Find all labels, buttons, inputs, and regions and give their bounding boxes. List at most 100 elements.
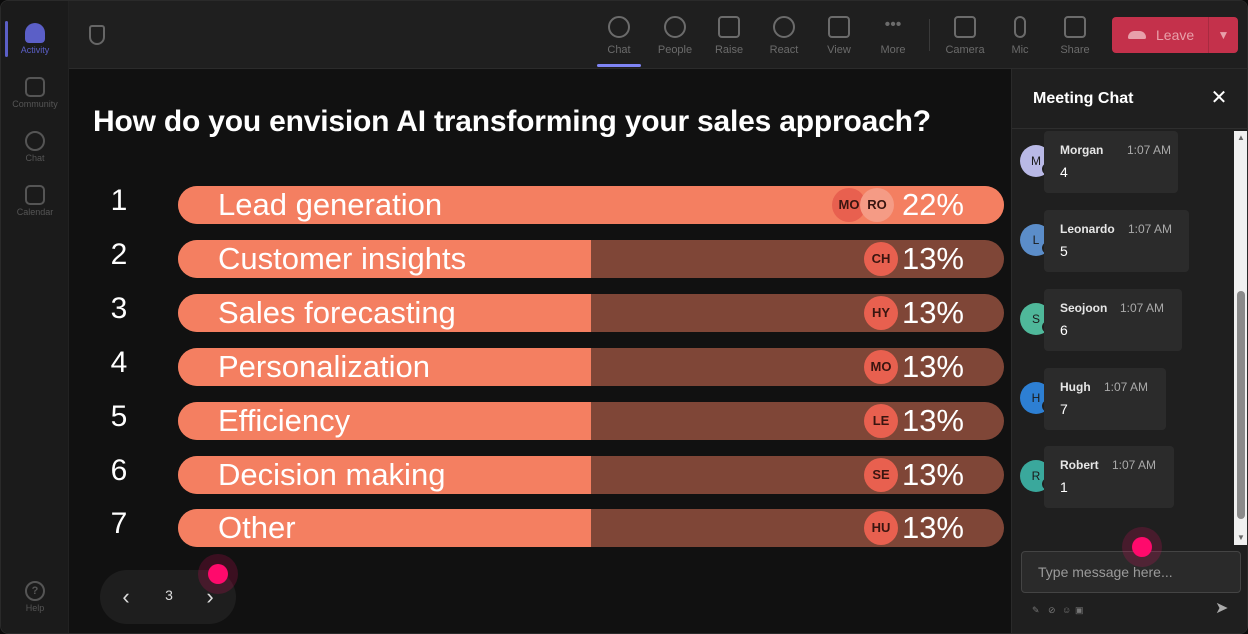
voter-avatar: HU bbox=[864, 511, 898, 545]
more-button-label: More bbox=[880, 44, 906, 56]
view-button[interactable]: View bbox=[813, 9, 865, 63]
poll-option-label: Efficiency bbox=[218, 403, 351, 438]
rail-label: Activity bbox=[20, 45, 50, 55]
meeting-chat-panel: Meeting Chat ✕ M Morgan 1:07 AM 4 L Leonardo 1… bbox=[1011, 69, 1247, 633]
message-bubble: Morgan 1:07 AM 4 bbox=[1044, 131, 1178, 193]
voter-avatar: HY bbox=[864, 296, 898, 330]
poll-option-percent: 13% bbox=[901, 457, 964, 492]
close-icon[interactable]: ✕ bbox=[1210, 87, 1228, 109]
calendar-icon bbox=[25, 185, 45, 205]
rail-item-help[interactable]: ? Help bbox=[5, 573, 65, 621]
poll-option-label: Decision making bbox=[218, 457, 446, 492]
poll-option-bar[interactable]: Other HU 13% bbox=[178, 509, 1004, 547]
mic-button[interactable]: Mic bbox=[994, 9, 1046, 63]
shield-icon[interactable] bbox=[89, 25, 105, 45]
share-screen-icon bbox=[1064, 16, 1086, 38]
help-icon: ? bbox=[25, 581, 45, 601]
message-composer[interactable] bbox=[1021, 551, 1241, 593]
message-text: 4 bbox=[1060, 164, 1068, 180]
chat-header: Meeting Chat ✕ bbox=[1012, 69, 1247, 129]
poll-option-bar[interactable]: Efficiency LE 13% bbox=[178, 402, 1004, 440]
chat-bubble-icon bbox=[608, 16, 630, 38]
message-timestamp: 1:07 AM bbox=[1104, 380, 1149, 394]
message-text: 1 bbox=[1060, 479, 1068, 495]
message-text: 7 bbox=[1060, 401, 1068, 417]
emoji-icon[interactable]: ☺ bbox=[1062, 605, 1072, 615]
poll-option-label: Customer insights bbox=[218, 241, 467, 276]
people-button[interactable]: People bbox=[649, 9, 701, 63]
rail-item-calendar[interactable]: Calendar bbox=[5, 177, 65, 225]
more-dots-icon: ••• bbox=[884, 16, 902, 33]
message-sender: Hugh bbox=[1060, 380, 1091, 394]
option-number: 3 bbox=[110, 292, 128, 325]
poll-option-percent: 13% bbox=[901, 349, 964, 384]
pointer-indicator bbox=[208, 564, 228, 584]
poll-question: How do you envision AI transforming your… bbox=[93, 105, 931, 138]
option-number: 6 bbox=[110, 454, 128, 487]
chevron-left-icon[interactable]: ‹ bbox=[122, 584, 130, 609]
rail-label: Chat bbox=[25, 153, 45, 163]
more-button[interactable]: ••• More bbox=[867, 9, 919, 63]
poll-option-percent: 13% bbox=[901, 510, 964, 545]
poll-option-fill bbox=[178, 456, 591, 494]
poll-option-label: Other bbox=[218, 510, 296, 545]
chat-button[interactable]: Chat bbox=[593, 9, 645, 67]
chevron-right-icon[interactable]: › bbox=[206, 584, 214, 609]
react-button-label: React bbox=[769, 44, 799, 56]
message-text: 5 bbox=[1060, 243, 1068, 259]
format-icon[interactable]: ✎ bbox=[1032, 605, 1040, 615]
message-bubble: Seojoon 1:07 AM 6 bbox=[1044, 289, 1182, 351]
rail-label: Community bbox=[12, 99, 58, 109]
message-bubble: Robert 1:07 AM 1 bbox=[1044, 446, 1174, 508]
smiley-icon bbox=[773, 16, 795, 38]
share-button-label: Share bbox=[1060, 44, 1090, 56]
community-icon bbox=[25, 77, 45, 97]
message-timestamp: 1:07 AM bbox=[1120, 301, 1165, 315]
chat-icon bbox=[25, 131, 45, 151]
share-button[interactable]: Share bbox=[1049, 9, 1101, 63]
camera-button-label: Camera bbox=[945, 44, 985, 56]
poll-option-fill bbox=[178, 294, 591, 332]
message-text: 6 bbox=[1060, 322, 1068, 338]
people-button-label: People bbox=[657, 44, 693, 56]
poll-option-bar[interactable]: Customer insights CH 13% bbox=[178, 240, 1004, 278]
message-input[interactable] bbox=[1022, 552, 1240, 592]
poll-option-fill bbox=[178, 240, 591, 278]
react-button[interactable]: React bbox=[758, 9, 810, 63]
message-timestamp: 1:07 AM bbox=[1127, 143, 1172, 157]
poll-option-fill bbox=[178, 402, 591, 440]
leave-button-label: Leave bbox=[1156, 27, 1195, 43]
poll-option-percent: 13% bbox=[901, 403, 964, 438]
chat-button-label: Chat bbox=[607, 44, 631, 56]
option-number: 5 bbox=[110, 400, 128, 433]
message-bubble: Leonardo 1:07 AM 5 bbox=[1044, 210, 1189, 272]
rail-item-activity[interactable]: Activity bbox=[5, 15, 65, 63]
camera-off-icon bbox=[954, 16, 976, 38]
message-sender: Morgan bbox=[1060, 143, 1104, 157]
attach-icon[interactable]: ⊘ bbox=[1048, 605, 1056, 615]
rail-label: Help bbox=[25, 603, 45, 613]
chat-scrollbar[interactable]: ▲ ▼ bbox=[1234, 131, 1247, 545]
scroll-up-arrow-icon[interactable]: ▲ bbox=[1237, 133, 1245, 142]
send-icon[interactable]: ➤ bbox=[1215, 600, 1229, 617]
rail-item-community[interactable]: Community bbox=[5, 69, 65, 117]
scroll-down-arrow-icon[interactable]: ▼ bbox=[1237, 533, 1245, 542]
voter-avatar: RO bbox=[860, 188, 894, 222]
rail-item-chat[interactable]: Chat bbox=[5, 123, 65, 171]
message-sender: Robert bbox=[1060, 458, 1099, 472]
rail-label: Calendar bbox=[16, 207, 54, 217]
leave-button[interactable]: Leave ▼ bbox=[1112, 17, 1238, 53]
poll-option-bar[interactable]: Personalization MO 13% bbox=[178, 348, 1004, 386]
poll-option-bar[interactable]: Sales forecasting HY 13% bbox=[178, 294, 1004, 332]
raise-hand-button[interactable]: Raise bbox=[703, 9, 755, 63]
poll-option-bar[interactable]: Decision making SE 13% bbox=[178, 456, 1004, 494]
poll-option-percent: 22% bbox=[901, 187, 964, 222]
toolbar-divider bbox=[929, 19, 930, 51]
camera-button[interactable]: Camera bbox=[939, 9, 991, 63]
poll-option-bar[interactable]: Lead generation MO RO 22% bbox=[178, 186, 1004, 224]
chevron-down-icon[interactable]: ▼ bbox=[1208, 17, 1238, 53]
grid-icon bbox=[828, 16, 850, 38]
gif-icon[interactable]: ▣ bbox=[1075, 605, 1084, 615]
scrollbar-thumb[interactable] bbox=[1237, 291, 1245, 519]
option-number: 1 bbox=[110, 184, 128, 217]
